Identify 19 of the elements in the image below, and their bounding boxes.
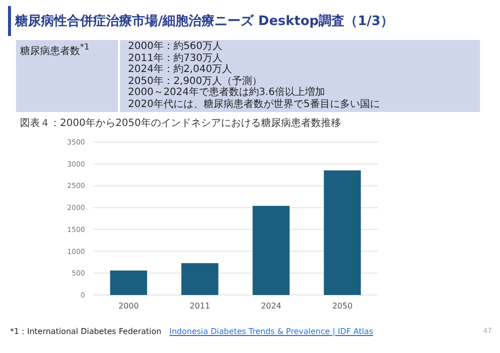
chart-subtitle: 図表４：2000年から2050年のインドネシアにおける糖尿病患者数推移 <box>20 116 341 130</box>
x-tick-label: 2050 <box>332 302 353 311</box>
text: 2000年：約560万人 <box>128 41 224 53</box>
x-tick-label: 2024 <box>260 302 282 311</box>
chart-title: 糖尿病性合併症治療市場/細胞治療ニーズ Desktop調査（1/3） <box>15 12 394 30</box>
text: *1：International Diabetes Federation <box>10 327 162 336</box>
bar <box>181 263 218 295</box>
bar <box>324 170 361 295</box>
text: 2050年：2,900万人（予測） <box>128 76 264 87</box>
text: 糖尿病患者数$^{*1}$ <box>20 42 90 58</box>
bar <box>252 206 290 295</box>
x-tick-label: 2011 <box>190 302 210 311</box>
text: 2020年代には、糖尿病患者数が世界で5番目に多い国に <box>128 98 380 111</box>
text: 2024年：約2,040万人 <box>128 64 234 76</box>
bar <box>110 270 148 295</box>
text: 2011年：約730万人 <box>128 52 224 64</box>
text: Indonesia Diabetes Trends & Prevalence | IDF Atlas <box>169 327 374 336</box>
x-tick-label: 2000 <box>118 302 139 311</box>
text: 2000～2024年で患者数は約3.6倍以上増加 <box>128 87 326 98</box>
